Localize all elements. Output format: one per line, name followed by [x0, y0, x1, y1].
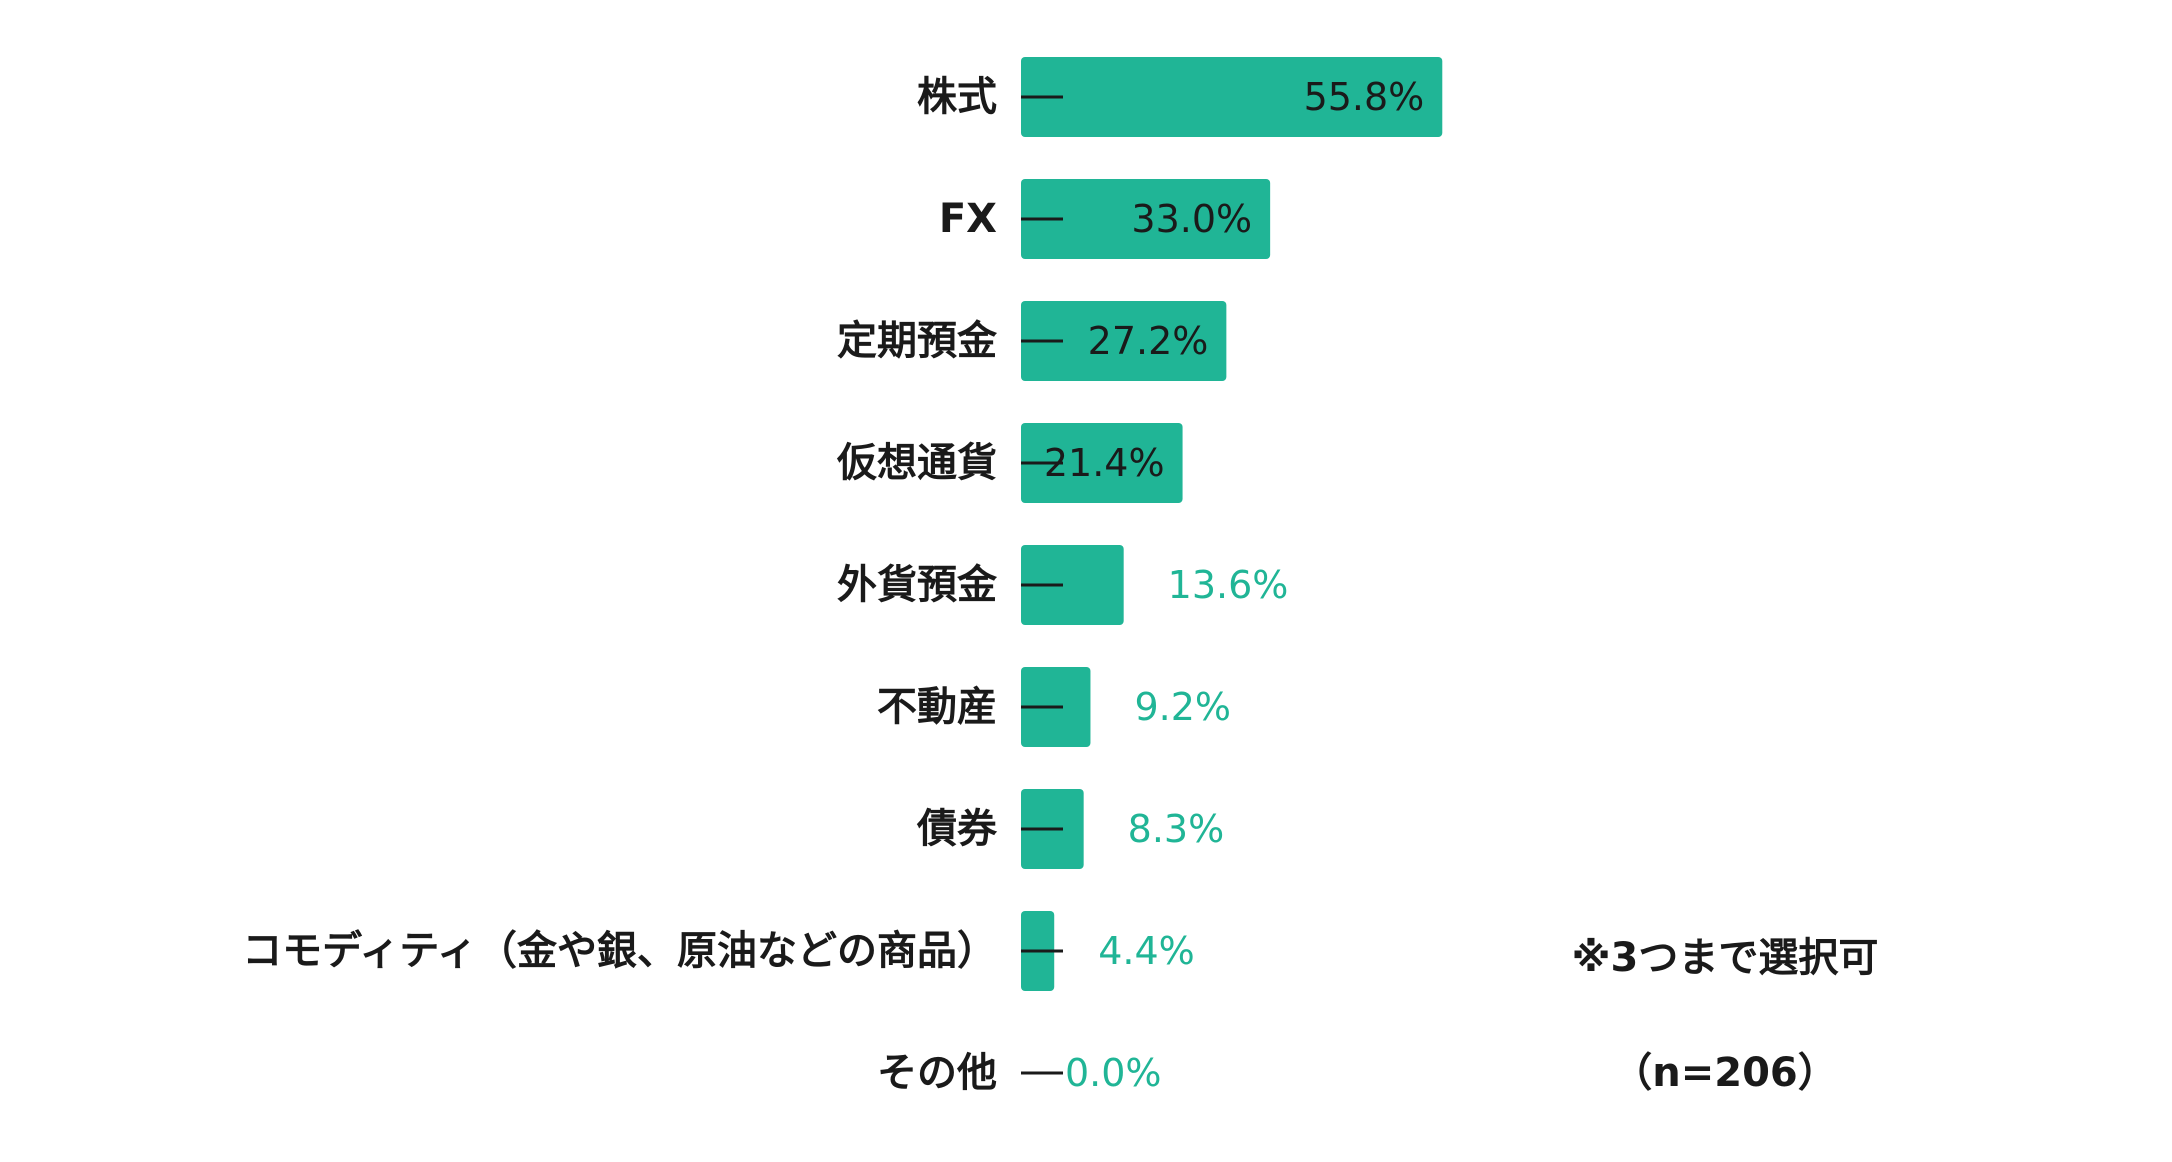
chart-marks: 株式 55.8% FX 33.0% 定期預金 27.2% 仮想通貨 21.4% 外貨預金 13.6… [242, 57, 1443, 1096]
bar [1021, 545, 1124, 625]
value-label: 9.2% [1134, 685, 1231, 729]
category-label: 株式 [917, 74, 997, 120]
category-label: 不動産 [877, 684, 997, 730]
value-label: 33.0% [1131, 197, 1252, 241]
choice-limit-note: ※3つまで選択可 [1571, 935, 1879, 981]
bar [1021, 179, 1271, 259]
bar [1021, 57, 1443, 137]
bar [1021, 301, 1227, 381]
category-label: 仮想通貨 [836, 440, 997, 486]
bar [1021, 423, 1183, 503]
category-label: 債券 [916, 806, 998, 852]
value-label: 27.2% [1088, 319, 1209, 363]
category-label: コモディティ（金や銀、原油などの商品） [242, 928, 997, 974]
category-label: 外貨預金 [837, 562, 998, 608]
value-label: 21.4% [1044, 441, 1165, 485]
value-label: 8.3% [1128, 807, 1225, 851]
category-label: その他 [877, 1050, 997, 1096]
value-label: 13.6% [1168, 563, 1289, 607]
category-label: FX [939, 196, 997, 242]
category-label: 定期預金 [837, 318, 998, 364]
value-label: 4.4% [1098, 929, 1195, 973]
sample-size-note: （n=206） [1612, 1050, 1838, 1096]
value-label: 0.0% [1065, 1051, 1162, 1095]
value-label: 55.8% [1304, 75, 1425, 119]
